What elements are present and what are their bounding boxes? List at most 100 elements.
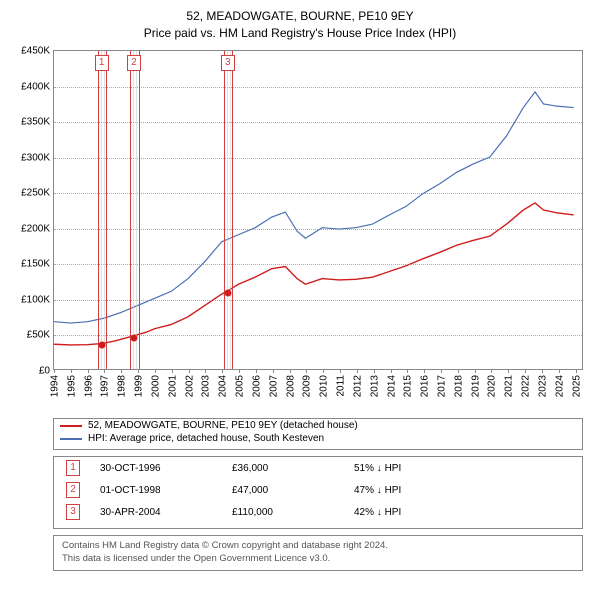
x-axis-label: 2018: [451, 375, 464, 397]
x-axis-label: 2024: [552, 375, 565, 397]
x-axis-tick: [155, 369, 156, 373]
y-axis-label: £450K: [21, 46, 54, 57]
x-axis-tick: [239, 369, 240, 373]
sales-row: 330-APR-2004£110,00042% ↓ HPI: [54, 501, 582, 523]
sales-row-date: 01-OCT-1998: [100, 485, 220, 496]
legend-label: HPI: Average price, detached house, Sout…: [88, 433, 324, 444]
x-axis-tick: [357, 369, 358, 373]
footnote-panel: Contains HM Land Registry data © Crown c…: [53, 535, 583, 571]
sales-row-delta: 51% ↓ HPI: [354, 463, 401, 474]
legend-swatch: [60, 438, 82, 440]
sales-row-delta: 47% ↓ HPI: [354, 485, 401, 496]
x-axis-label: 2002: [182, 375, 195, 397]
x-axis-tick: [306, 369, 307, 373]
x-axis-label: 2011: [334, 375, 347, 397]
x-axis-label: 2017: [434, 375, 447, 397]
y-axis-label: £300K: [21, 152, 54, 163]
sale-marker-dot: [98, 342, 105, 349]
x-axis-label: 2013: [367, 375, 380, 397]
x-axis-tick: [374, 369, 375, 373]
sales-row: 1 30-OCT-1996 £36,000 51% ↓ HPI: [54, 457, 582, 479]
x-axis-tick: [542, 369, 543, 373]
sales-row: 2 01-OCT-1998 £47,000 47% ↓ HPI: [54, 479, 582, 501]
x-axis-tick: [256, 369, 257, 373]
x-axis-label: 1998: [115, 375, 128, 397]
x-axis-label: 1995: [64, 375, 77, 397]
chart-title-line1: 52, MEADOWGATE, BOURNE, PE10 9EY: [0, 8, 600, 25]
sale-marker-number: 3: [221, 55, 235, 71]
x-axis-label: 2016: [418, 375, 431, 397]
x-axis-tick: [508, 369, 509, 373]
footnote-line2: This data is licensed under the Open Gov…: [62, 553, 574, 566]
x-axis-tick: [391, 369, 392, 373]
y-axis-label: £100K: [21, 294, 54, 305]
x-axis-tick: [273, 369, 274, 373]
sales-row-date: 30-APR-2004: [100, 507, 220, 518]
sale-marker-band: [98, 51, 107, 369]
x-axis-label: 2025: [569, 375, 582, 397]
legend-swatch: [60, 425, 82, 427]
sales-row-price: £47,000: [232, 485, 342, 496]
sales-table-panel: 1 30-OCT-1996 £36,000 51% ↓ HPI 2 01-OCT-1998…: [53, 456, 583, 529]
x-axis-tick: [441, 369, 442, 373]
chart-plot-area: £0£50K£100K£150K£200K£250K£300K£350K£400…: [53, 50, 583, 370]
x-axis-label: 2005: [233, 375, 246, 397]
x-axis-label: 1994: [48, 375, 61, 397]
sales-row-number: 2: [66, 482, 80, 498]
x-axis-tick: [205, 369, 206, 373]
sale-marker-band: [224, 51, 233, 369]
x-axis-label: 2023: [535, 375, 548, 397]
legend-panel: 52, MEADOWGATE, BOURNE, PE10 9EY (detach…: [53, 418, 583, 450]
legend-row: HPI: Average price, detached house, Sout…: [54, 432, 582, 445]
sale-marker-band: [130, 51, 139, 369]
x-axis-tick: [172, 369, 173, 373]
y-axis-label: £350K: [21, 117, 54, 128]
sale-marker-number: 2: [127, 55, 141, 71]
x-axis-label: 2022: [519, 375, 532, 397]
x-axis-label: 2004: [216, 375, 229, 397]
x-axis-label: 2006: [249, 375, 262, 397]
x-axis-tick: [290, 369, 291, 373]
sale-marker-number: 1: [95, 55, 109, 71]
x-axis-label: 2007: [266, 375, 279, 397]
x-axis-label: 2010: [317, 375, 330, 397]
x-axis-label: 2009: [300, 375, 313, 397]
chart-page: 52, MEADOWGATE, BOURNE, PE10 9EY Price p…: [0, 0, 600, 590]
x-axis-tick: [88, 369, 89, 373]
x-axis-tick: [323, 369, 324, 373]
y-axis-label: £400K: [21, 81, 54, 92]
x-axis-label: 2020: [485, 375, 498, 397]
x-axis-label: 2019: [468, 375, 481, 397]
sales-row-price: £36,000: [232, 463, 342, 474]
x-axis-label: 1999: [132, 375, 145, 397]
x-axis-label: 1997: [98, 375, 111, 397]
x-axis-tick: [525, 369, 526, 373]
x-axis-label: 2000: [148, 375, 161, 397]
x-axis-label: 2001: [165, 375, 178, 397]
x-axis-label: 2012: [350, 375, 363, 397]
footnote-line1: Contains HM Land Registry data © Crown c…: [62, 540, 574, 553]
y-axis-label: £150K: [21, 259, 54, 270]
x-axis-tick: [138, 369, 139, 373]
x-axis-tick: [491, 369, 492, 373]
sale-marker-dot: [130, 334, 137, 341]
sale-marker-dot: [224, 289, 231, 296]
x-axis-tick: [424, 369, 425, 373]
x-axis-tick: [576, 369, 577, 373]
sales-row-delta: 42% ↓ HPI: [354, 507, 401, 518]
sales-row-number: 1: [66, 460, 80, 476]
x-axis-label: 2015: [401, 375, 414, 397]
y-axis-label: £200K: [21, 223, 54, 234]
sales-row-price: £110,000: [232, 507, 342, 518]
x-axis-label: 2014: [384, 375, 397, 397]
chart-title-line2: Price paid vs. HM Land Registry's House …: [0, 25, 600, 42]
y-axis-label: £50K: [27, 330, 54, 341]
chart-title-block: 52, MEADOWGATE, BOURNE, PE10 9EY Price p…: [0, 8, 600, 42]
x-axis-label: 2003: [199, 375, 212, 397]
x-axis-label: 1996: [81, 375, 94, 397]
y-axis-label: £250K: [21, 188, 54, 199]
x-axis-tick: [407, 369, 408, 373]
x-axis-label: 2008: [283, 375, 296, 397]
sales-row-date: 30-OCT-1996: [100, 463, 220, 474]
x-axis-tick: [340, 369, 341, 373]
